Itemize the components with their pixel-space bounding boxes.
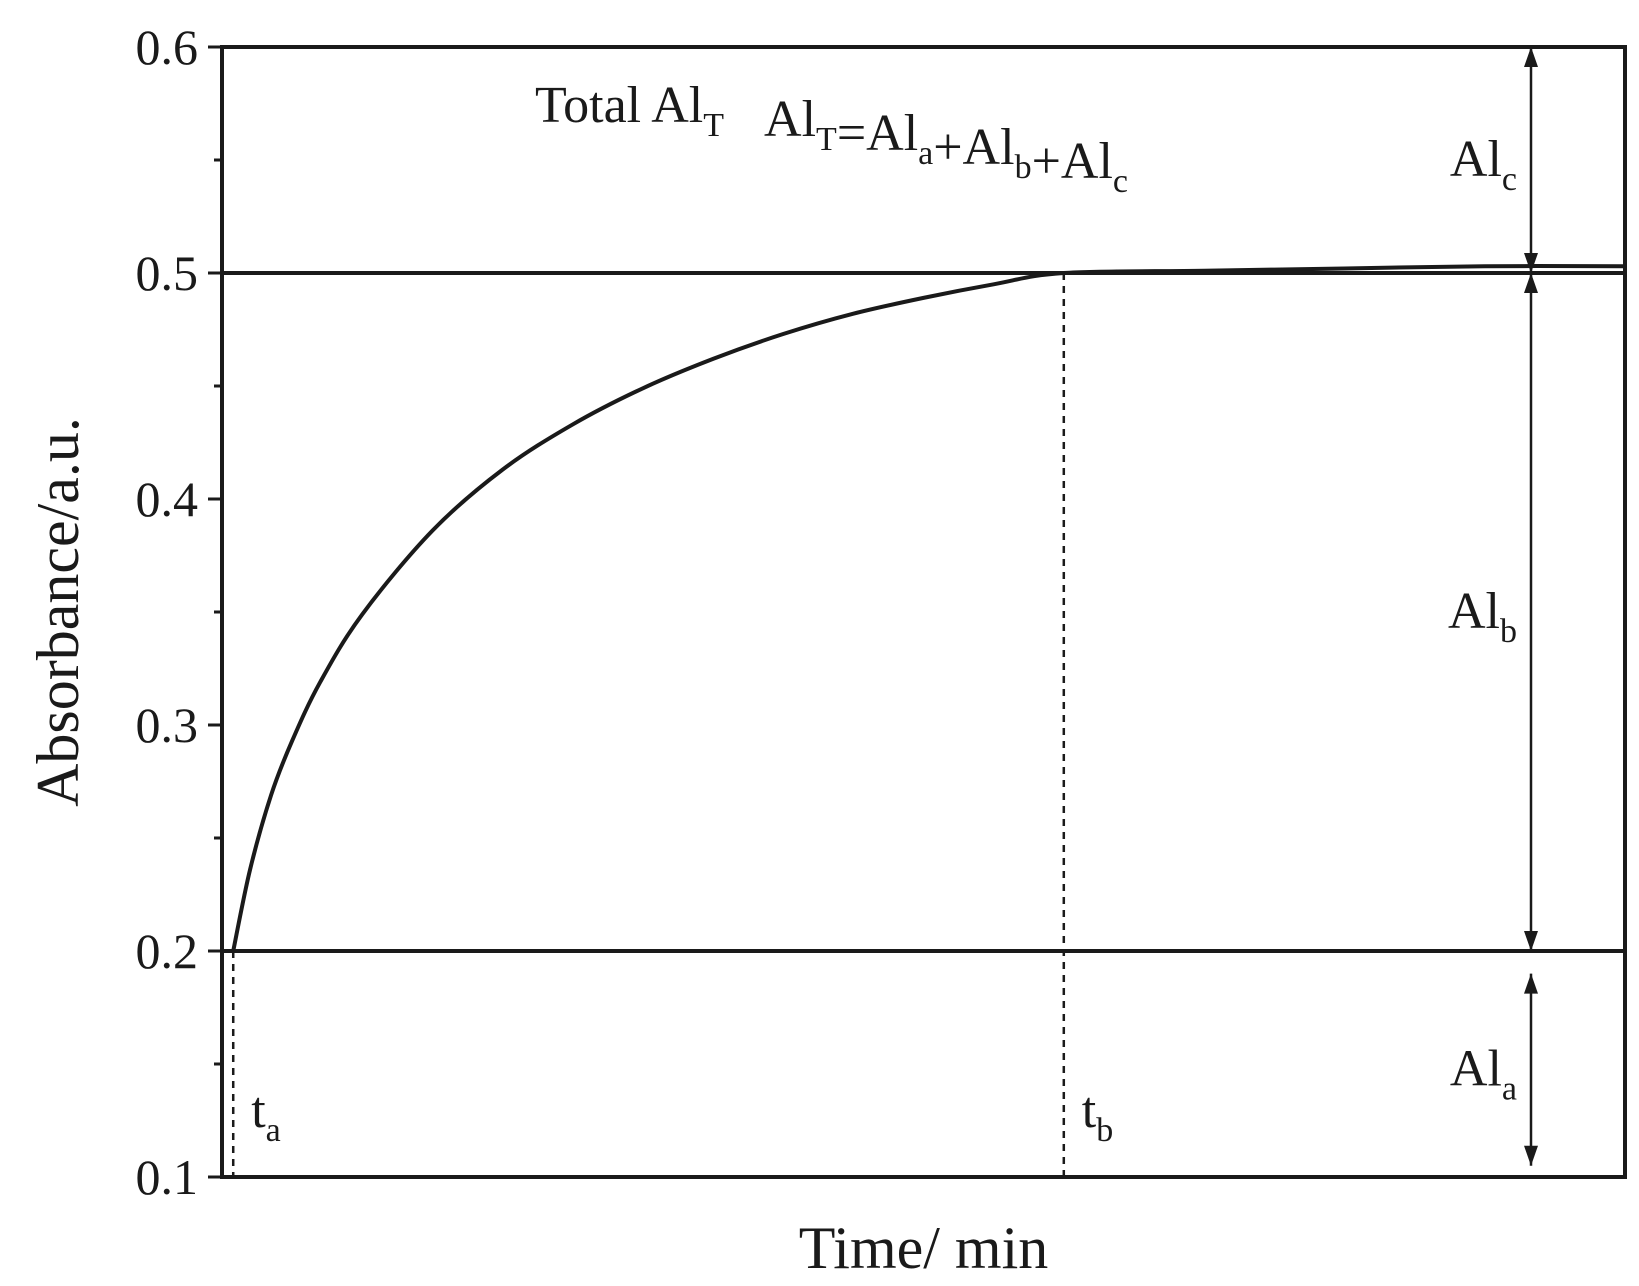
range-arrows: Alc Alb Ala: [1448, 47, 1538, 1166]
arrowhead: [1524, 973, 1538, 994]
arrowhead: [1524, 1145, 1538, 1166]
y-tick-label: 0.5: [136, 245, 199, 301]
formula-annotation: Total AlT AlT=Ala+Alb+Alc: [535, 77, 1128, 200]
plot-frame: [220, 45, 1627, 1179]
range-label: Alb: [1448, 583, 1517, 650]
y-tick-labels: 0.1 0.2 0.3 0.4 0.5 0.6: [136, 19, 199, 1205]
marker-label: tb: [1082, 1082, 1113, 1149]
y-tick-label: 0.6: [136, 19, 199, 75]
time-markers: ta tb: [231, 273, 1113, 1177]
y-tick-label: 0.2: [136, 923, 199, 979]
reference-lines: [222, 271, 1625, 953]
marker-label: ta: [251, 1082, 281, 1149]
axis-ticks: [208, 45, 222, 1179]
series-lines: [231, 264, 1626, 952]
arrowhead: [1524, 931, 1538, 951]
arrowhead: [1524, 253, 1538, 273]
x-axis-label: Time/ min: [799, 1215, 1049, 1281]
arrowhead: [1524, 273, 1538, 293]
range-label: Alc: [1450, 131, 1517, 198]
y-axis-label: Absorbance/a.u.: [25, 417, 91, 807]
y-tick-label: 0.1: [136, 1149, 199, 1205]
y-tick-label: 0.3: [136, 697, 199, 753]
y-tick-label: 0.4: [136, 471, 199, 527]
series-line: [231, 264, 1626, 952]
arrowhead: [1524, 47, 1538, 67]
formula-text: Total AlT AlT=Ala+Alb+Alc: [535, 77, 1128, 200]
range-label: Ala: [1450, 1041, 1517, 1108]
